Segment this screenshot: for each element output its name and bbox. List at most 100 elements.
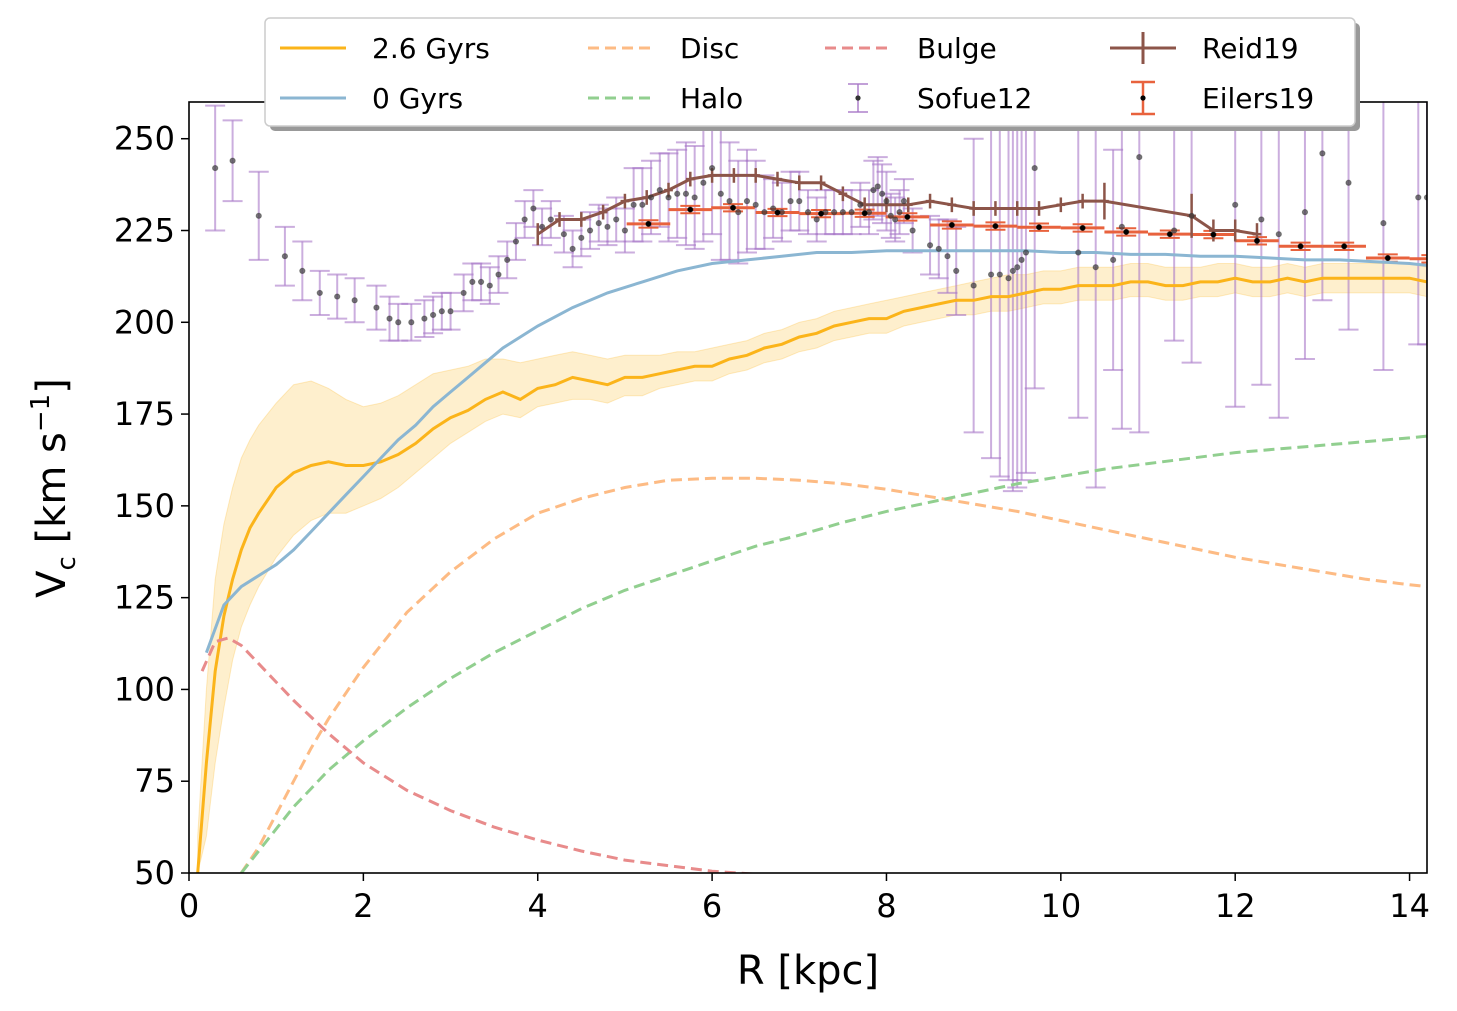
sofue12-point [813,216,820,223]
eilers19-point [1210,231,1217,238]
eilers19-point [948,221,955,229]
sofue12-point [512,238,520,245]
eilers19-point [687,206,694,213]
y-axis-title: Vc [km s−1] [26,378,82,598]
sofue12-point [460,289,467,297]
sofue12-point [613,216,620,223]
sofue12-point [682,190,690,197]
sofue12-point [560,231,567,238]
sofue12-point [700,179,707,186]
sofue12-point [229,157,236,164]
y-tick-label: 50 [134,854,175,892]
sofue12-point [883,198,890,205]
sofue12-point [926,242,934,249]
sofue12-point [870,187,877,194]
y-tick-label: 175 [114,395,175,433]
sofue12-point [521,216,528,223]
sofue12-point [316,289,323,297]
y-tick-label: 150 [114,487,175,525]
sofue12-point [486,282,493,289]
sofue12-point [386,315,393,322]
y-tick-label: 250 [114,120,175,158]
x-tick-label: 10 [1040,887,1081,925]
sofue12-point [395,319,402,326]
sofue12-point [430,311,437,319]
sofue12-point [887,212,894,219]
eilers19-point [645,220,652,227]
sofue12-point [1005,275,1012,282]
sofue12-point [604,223,611,230]
sofue12-point [726,198,733,205]
legend-reid19-label: Reid19 [1202,32,1299,65]
eilers19-point [1297,243,1304,250]
sofue12-point [996,271,1003,278]
sofue12-point [953,267,960,274]
eilers19-point [774,209,781,216]
sofue12-point [656,187,663,194]
legend-sofue12-marker [855,95,861,101]
eilers19-point [817,210,825,217]
sofue12-point [665,194,672,201]
legend-halo-label: Halo [680,82,743,115]
sofue12-point [255,212,262,219]
sofue12-point [743,198,751,205]
sofue12-point [831,209,838,216]
sofue12-point [839,209,846,216]
sofue12-point [848,209,855,216]
sofue12-point [578,234,585,241]
x-tick-label: 4 [528,887,548,925]
sofue12-point [970,282,977,289]
eilers19-point [1079,224,1086,232]
sofue12-point [1171,227,1178,234]
sofue12-point [1022,249,1030,256]
sofue12-point [752,201,759,208]
sofue12-point [1232,201,1239,208]
sofue12-point [421,315,428,322]
x-tick-label: 12 [1215,887,1256,925]
sofue12-point [639,201,646,208]
sofue12-point [1258,216,1265,223]
legend-disc-label: Disc [680,32,739,65]
x-tick-label: 2 [353,887,373,925]
sofue12-point [1092,264,1099,271]
sofue12-point [1009,267,1016,274]
legend-eilers19-label: Eilers19 [1202,82,1314,115]
sofue12-point [1345,179,1352,186]
legend-bulge-label: Bulge [917,32,997,65]
sofue12-point [1014,264,1021,271]
sofue12-point [495,271,502,278]
y-tick-label: 125 [114,579,175,617]
sofue12-point [796,198,803,205]
sofue12-point [674,190,681,197]
sofue12-point [373,304,380,311]
eilers19-point [861,210,868,217]
sofue12-point [944,253,951,260]
series-2-6-gyrs-line [196,276,1427,873]
eilers19-point [1341,243,1348,250]
sofue12-point [281,253,289,260]
legend-eilers19-marker [1140,95,1146,101]
sofue12-point [621,227,629,234]
y-tick-label: 200 [114,303,175,341]
sofue12-point [1275,231,1282,238]
eilers19-point [1123,228,1130,236]
sofue12-point [530,205,537,212]
legend-box [264,17,1356,127]
x-axis-title: R [kpc] [737,948,879,994]
legend-2-6-gyrs-label: 2.6 Gyrs [372,32,490,65]
sofue12-point [595,220,602,227]
sofue12-point [1018,256,1025,263]
sofue12-point [896,209,903,216]
series-0-gyrs-line [204,249,1427,654]
sofue12-point [469,278,476,285]
sofue12-point [909,227,916,234]
eilers19-point [1035,224,1043,231]
sofue12-point [874,183,881,190]
eilers19-point [1429,256,1434,261]
y-tick-label: 100 [114,670,175,708]
sofue12-point [1380,220,1387,227]
sofue12-point [708,164,716,172]
sofue12-point [900,198,908,205]
legend-0-gyrs-label: 0 Gyrs [372,82,463,115]
